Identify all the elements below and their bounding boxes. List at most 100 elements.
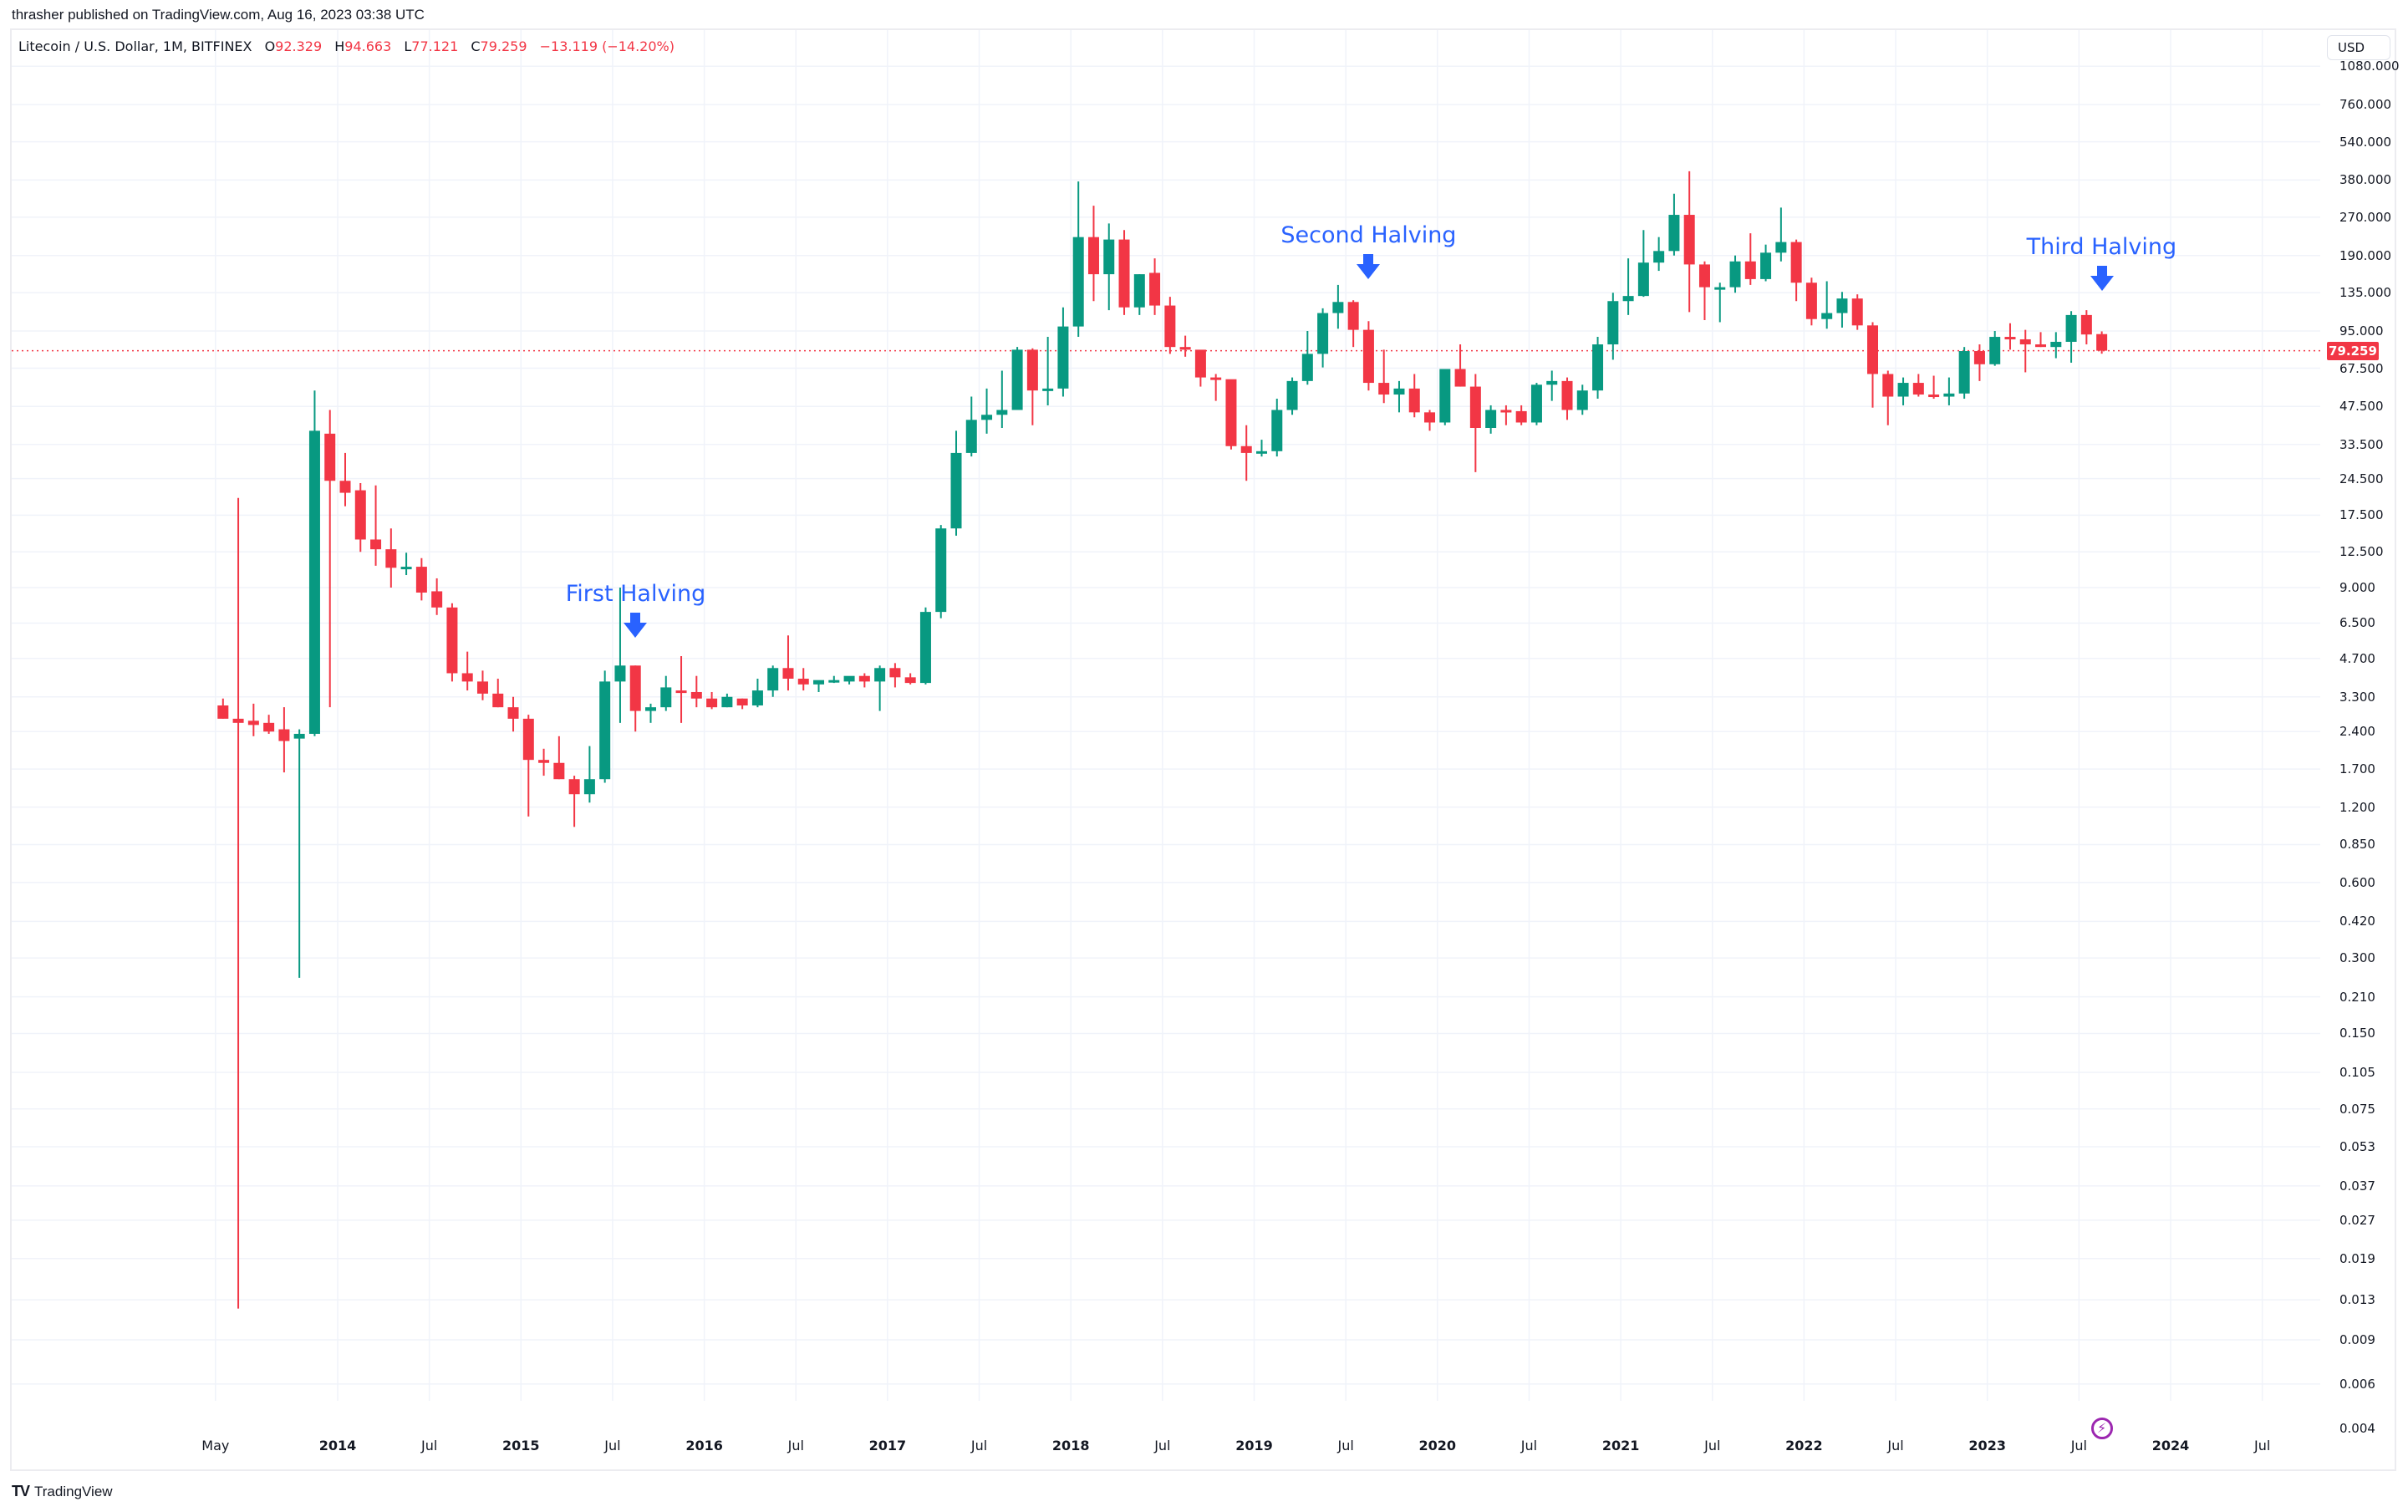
price-tick: 0.075 — [2339, 1101, 2375, 1117]
candle — [2019, 329, 2031, 373]
candle — [1454, 344, 1466, 387]
candle — [1424, 410, 1436, 431]
candle — [247, 703, 259, 736]
candle — [614, 588, 626, 723]
candle — [1622, 258, 1634, 315]
candle — [858, 673, 870, 688]
price-tick: 0.210 — [2339, 989, 2375, 1005]
candle — [813, 680, 825, 692]
candle — [293, 729, 305, 978]
candle — [1821, 281, 1833, 329]
candle — [2035, 332, 2047, 348]
candle — [874, 665, 886, 711]
price-tick: 380.000 — [2339, 172, 2392, 188]
time-tick: Jul — [970, 1438, 988, 1453]
candle — [1790, 239, 1802, 302]
candle — [538, 748, 550, 776]
currency-button[interactable]: USD — [2327, 35, 2390, 60]
candle — [1286, 377, 1298, 415]
price-tick: 9.000 — [2339, 580, 2375, 596]
halving-annotation[interactable]: Third Halving — [2026, 234, 2177, 261]
candle — [1928, 375, 1940, 400]
price-tick: 0.004 — [2339, 1420, 2375, 1436]
candle — [446, 603, 458, 682]
candle — [339, 452, 351, 507]
candle — [1668, 193, 1680, 256]
price-tick: 0.850 — [2339, 837, 2375, 853]
candle — [889, 663, 901, 688]
candle — [1561, 377, 1573, 420]
candle — [1805, 277, 1817, 326]
candle — [1164, 297, 1176, 354]
price-tick: 0.105 — [2339, 1064, 2375, 1080]
footer-brand: TV TradingView — [12, 1483, 113, 1500]
time-tick: 2019 — [1235, 1438, 1273, 1453]
time-axis[interactable]: May 2014 Jul 2015 Jul 2016 Jul 2017 Jul 2018 Jul 20… — [12, 1401, 2320, 1469]
price-tick: 2.400 — [2339, 724, 2375, 740]
candle — [1912, 374, 1924, 397]
time-tick: 2018 — [1051, 1438, 1090, 1453]
candle — [1042, 337, 1054, 405]
candle — [1485, 405, 1497, 434]
price-tick: 6.500 — [2339, 615, 2375, 631]
time-tick: Jul — [2253, 1438, 2271, 1453]
candle — [1011, 347, 1023, 410]
time-tick: Jul — [1337, 1438, 1354, 1453]
price-tick: 0.150 — [2339, 1026, 2375, 1041]
candle — [599, 670, 611, 783]
price-tick: 33.500 — [2339, 436, 2384, 452]
candle — [461, 651, 473, 691]
candle — [1546, 370, 1558, 401]
candle — [2004, 323, 2016, 350]
candle — [965, 396, 977, 457]
price-tick: 24.500 — [2339, 471, 2384, 486]
price-tick: 67.500 — [2339, 360, 2384, 376]
candle — [492, 678, 504, 708]
candle — [370, 485, 382, 566]
candle — [1118, 230, 1130, 315]
lightning-bolt-icon[interactable]: ⚡ — [2090, 1417, 2113, 1439]
candle — [1103, 223, 1115, 311]
candle — [2096, 331, 2108, 354]
candle — [996, 370, 1008, 428]
candle — [1867, 322, 1878, 408]
chart-plot-area[interactable] — [12, 30, 2320, 1401]
time-tick: 2015 — [502, 1438, 540, 1453]
time-tick: 2024 — [2151, 1438, 2190, 1453]
time-tick: Jul — [1887, 1438, 1904, 1453]
candle — [1317, 308, 1329, 368]
close-value: 79.259 — [480, 38, 527, 54]
price-tick: 17.500 — [2339, 507, 2384, 523]
time-tick: Jul — [2070, 1438, 2087, 1453]
candle — [1760, 244, 1772, 282]
price-tick: 47.500 — [2339, 399, 2384, 415]
candle — [843, 675, 855, 685]
price-tick: 270.000 — [2339, 209, 2392, 225]
open-label: O — [264, 38, 276, 54]
candle — [1362, 321, 1374, 391]
halving-annotation[interactable]: Second Halving — [1280, 222, 1457, 249]
candle — [1271, 399, 1283, 457]
halving-annotation[interactable]: First Halving — [565, 580, 706, 607]
candle — [400, 552, 412, 576]
price-tick: 0.027 — [2339, 1212, 2375, 1228]
candle — [1179, 335, 1191, 357]
candle — [1744, 233, 1756, 285]
chart-legend: Litecoin / U.S. Dollar, 1M, BITFINEX O92… — [18, 38, 675, 54]
price-tick: 760.000 — [2339, 97, 2392, 113]
candle — [1897, 377, 1909, 405]
candle — [1592, 337, 1604, 400]
price-axis[interactable]: 1080.000 760.000 540.000 380.000 270.000 190.… — [2320, 30, 2400, 1435]
price-tick: 0.300 — [2339, 950, 2375, 966]
candle — [1408, 374, 1420, 418]
time-tick: 2016 — [685, 1438, 723, 1453]
time-tick: 2022 — [1785, 1438, 1823, 1453]
candle — [1607, 293, 1619, 360]
symbol-title[interactable]: Litecoin / U.S. Dollar, 1M, BITFINEX — [18, 38, 252, 54]
time-tick: Jul — [420, 1438, 438, 1453]
candle — [507, 696, 519, 732]
candle — [2065, 311, 2077, 363]
tradingview-logo-icon: TV — [12, 1483, 30, 1499]
time-tick: Jul — [1704, 1438, 1721, 1453]
price-tick: 190.000 — [2339, 247, 2392, 263]
